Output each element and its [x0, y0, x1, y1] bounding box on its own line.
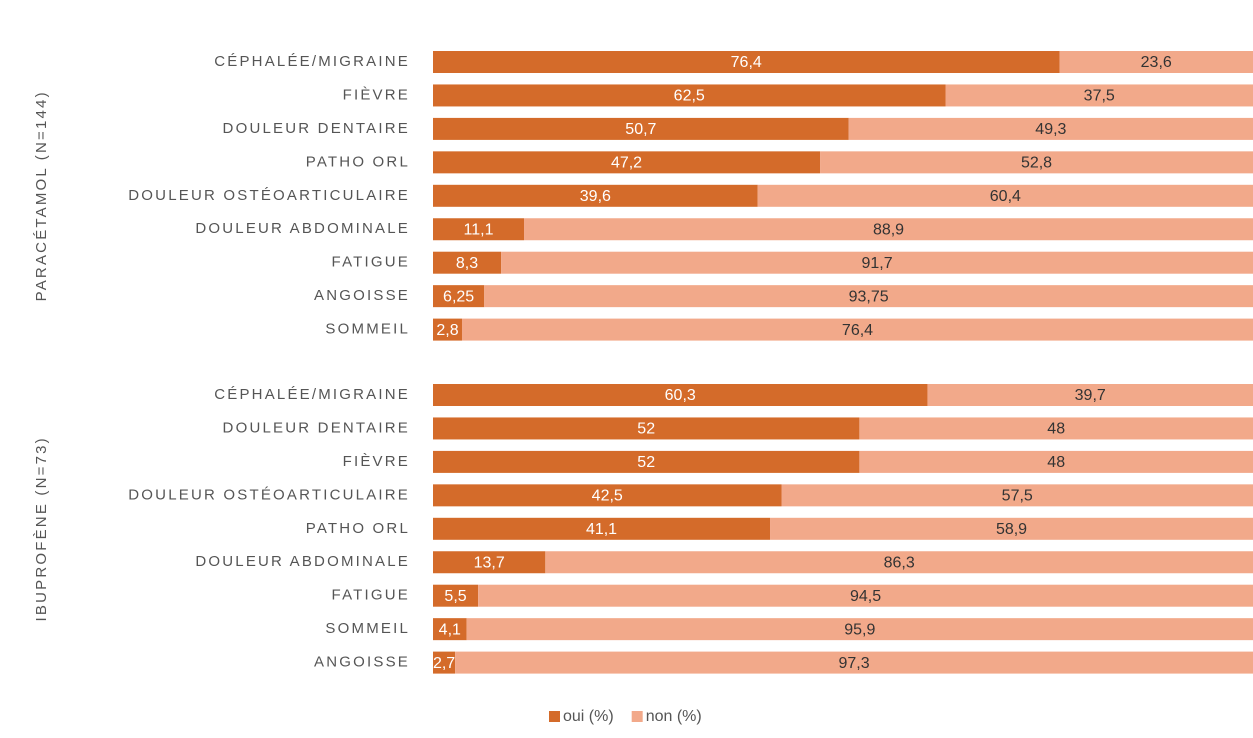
bar-segment [757, 184, 1253, 207]
bar-segment [433, 84, 946, 107]
data-label: 39,6 [580, 188, 611, 205]
data-label: 57,5 [1002, 488, 1033, 505]
category-label: CÉPHALÉE/MIGRAINE [214, 386, 410, 403]
legend-label: non (%) [646, 708, 702, 725]
category-label: FIÈVRE [343, 453, 410, 470]
bar-segment [848, 117, 1253, 140]
data-label: 76,4 [731, 54, 762, 71]
category-label: DOULEUR OSTÉOARTICULAIRE [128, 486, 410, 503]
bar-segment [433, 318, 462, 341]
bar-segment [433, 251, 502, 274]
data-label: 48 [1047, 454, 1065, 471]
bar-segment [945, 84, 1253, 107]
category-label: SOMMEIL [325, 620, 410, 637]
legend-swatch [549, 711, 560, 722]
data-label: 86,3 [884, 554, 915, 571]
bar-segment [433, 218, 525, 241]
bar-segment [433, 618, 467, 641]
bar-segment [433, 584, 479, 607]
data-label: 52,8 [1021, 155, 1052, 172]
data-label: 48 [1047, 421, 1065, 438]
data-label: 52 [637, 421, 655, 438]
category-label: ANGOISSE [314, 654, 410, 671]
data-label: 62,5 [674, 88, 705, 105]
data-label: 42,5 [592, 488, 623, 505]
data-label: 95,9 [844, 621, 875, 638]
data-label: 11,1 [464, 221, 494, 238]
bar-segment [484, 285, 1253, 308]
data-label: 8,3 [456, 255, 478, 272]
bar-segment [770, 517, 1253, 540]
legend-swatch [631, 711, 643, 722]
data-label: 23,6 [1141, 54, 1172, 71]
bar-segment [433, 651, 456, 674]
data-label: 93,75 [849, 288, 889, 305]
data-label: 76,4 [842, 322, 873, 339]
data-label: 58,9 [996, 521, 1027, 538]
bar-segment [455, 651, 1253, 674]
bar-segment [433, 285, 485, 308]
data-label: 5,5 [444, 588, 466, 605]
category-label: CÉPHALÉE/MIGRAINE [214, 53, 410, 70]
category-label: DOULEUR DENTAIRE [223, 120, 410, 137]
data-label: 2,8 [436, 322, 458, 339]
data-label: 39,7 [1075, 387, 1106, 404]
data-label: 52 [637, 454, 655, 471]
bar-segment [859, 450, 1253, 473]
category-label: PATHO ORL [306, 153, 410, 170]
data-label: 6,25 [443, 288, 474, 305]
bar-segment [433, 450, 860, 473]
category-label: FATIGUE [332, 587, 410, 604]
bar-segment [433, 417, 860, 440]
data-label: 4,1 [439, 621, 461, 638]
bar-segment [433, 384, 928, 406]
bar-segment [433, 117, 849, 140]
data-label: 60,3 [665, 387, 696, 404]
category-label: DOULEUR OSTÉOARTICULAIRE [128, 187, 410, 204]
bar-segment [466, 618, 1253, 641]
group-label: IBUPROFÈNE (N=73) [33, 436, 50, 621]
category-label: DOULEUR DENTAIRE [223, 419, 410, 436]
bar-segment [927, 384, 1253, 406]
category-label: FATIGUE [332, 254, 410, 271]
group-label: PARACÉTAMOL (N=144) [33, 90, 50, 301]
category-label: SOMMEIL [325, 321, 410, 338]
category-label: ANGOISSE [314, 287, 410, 304]
bar-segment [478, 584, 1253, 607]
bar-segment [433, 517, 771, 540]
data-label: 91,7 [861, 255, 892, 272]
bar-segment [433, 184, 758, 207]
bar-segment [1059, 51, 1253, 73]
data-label: 97,3 [838, 655, 869, 672]
bar-segment [820, 151, 1253, 174]
bar-segment [433, 484, 782, 507]
data-label: 88,9 [873, 221, 904, 238]
bar-segment [433, 151, 821, 174]
category-label: DOULEUR ABDOMINALE [195, 553, 410, 570]
bar-segment [781, 484, 1253, 507]
bar-segment [461, 318, 1253, 341]
category-label: FIÈVRE [343, 86, 410, 103]
data-label: 47,2 [611, 155, 642, 172]
legend-label: oui (%) [563, 708, 614, 725]
bar-segment [501, 251, 1253, 274]
bar-segment [859, 417, 1253, 440]
data-label: 60,4 [990, 188, 1021, 205]
category-label: DOULEUR ABDOMINALE [195, 220, 410, 237]
bar-segment [433, 51, 1060, 73]
data-label: 49,3 [1035, 121, 1066, 138]
category-label: PATHO ORL [306, 520, 410, 537]
bar-segment [545, 551, 1253, 574]
data-label: 13,7 [474, 554, 505, 571]
data-label: 41,1 [586, 521, 617, 538]
data-label: 50,7 [625, 121, 656, 138]
data-label: 2,7 [433, 655, 455, 672]
bar-segment [524, 218, 1253, 241]
data-label: 37,5 [1084, 88, 1115, 105]
data-label: 94,5 [850, 588, 881, 605]
bar-segment [433, 551, 546, 574]
